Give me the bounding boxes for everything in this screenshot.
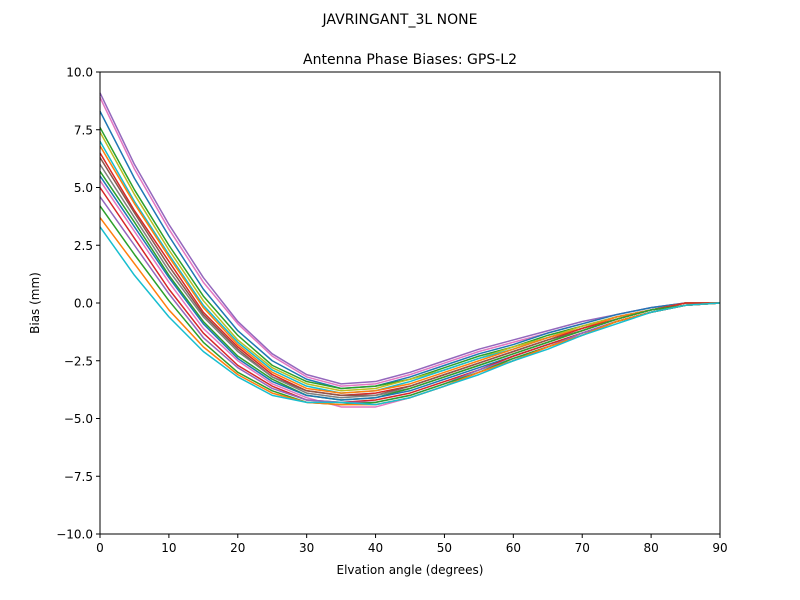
y-tick-label: −5.0: [64, 412, 93, 426]
y-tick-label: 10.0: [66, 66, 93, 80]
y-tick-label: 7.5: [74, 123, 93, 137]
x-tick-label: 0: [96, 541, 104, 555]
series-line-3: [99, 110, 720, 390]
x-tick-label: 10: [161, 541, 176, 555]
series-line-7: [99, 145, 720, 394]
series-line-18: [99, 226, 721, 406]
chart-title: Antenna Phase Biases: GPS-L2: [303, 52, 517, 68]
x-axis: 0 10 20 30 40 50 60 70 80 90: [96, 534, 728, 555]
series-line-14: [99, 187, 721, 404]
x-tick-label: 20: [230, 541, 245, 555]
y-tick-label: −7.5: [64, 470, 93, 484]
plot-area: [99, 92, 721, 408]
x-tick-label: 40: [368, 541, 383, 555]
y-tick-label: −2.5: [64, 354, 93, 368]
x-tick-label: 70: [575, 541, 590, 555]
x-tick-label: 30: [299, 541, 314, 555]
y-axis: −10.0 −7.5 −5.0 −2.5 0.0 2.5 5.0 7.5 10.0: [56, 66, 100, 542]
x-tick-label: 80: [643, 541, 658, 555]
x-axis-label: Elvation angle (degrees): [337, 563, 484, 577]
series-line-12: [99, 175, 721, 401]
y-tick-label: 2.5: [74, 239, 93, 253]
series-line-4: [99, 127, 720, 390]
x-tick-label: 50: [437, 541, 452, 555]
y-tick-label: 0.0: [74, 297, 93, 311]
y-tick-label: −10.0: [56, 528, 93, 542]
x-tick-label: 90: [712, 541, 727, 555]
y-tick-label: 5.0: [74, 181, 93, 195]
series-line-2: [99, 97, 720, 387]
figure-suptitle: JAVRINGANT_3L NONE: [322, 12, 478, 28]
series-line-9: [99, 157, 721, 397]
x-tick-label: 60: [506, 541, 521, 555]
series-line-11: [99, 170, 721, 401]
y-axis-label: Bias (mm): [28, 272, 42, 334]
